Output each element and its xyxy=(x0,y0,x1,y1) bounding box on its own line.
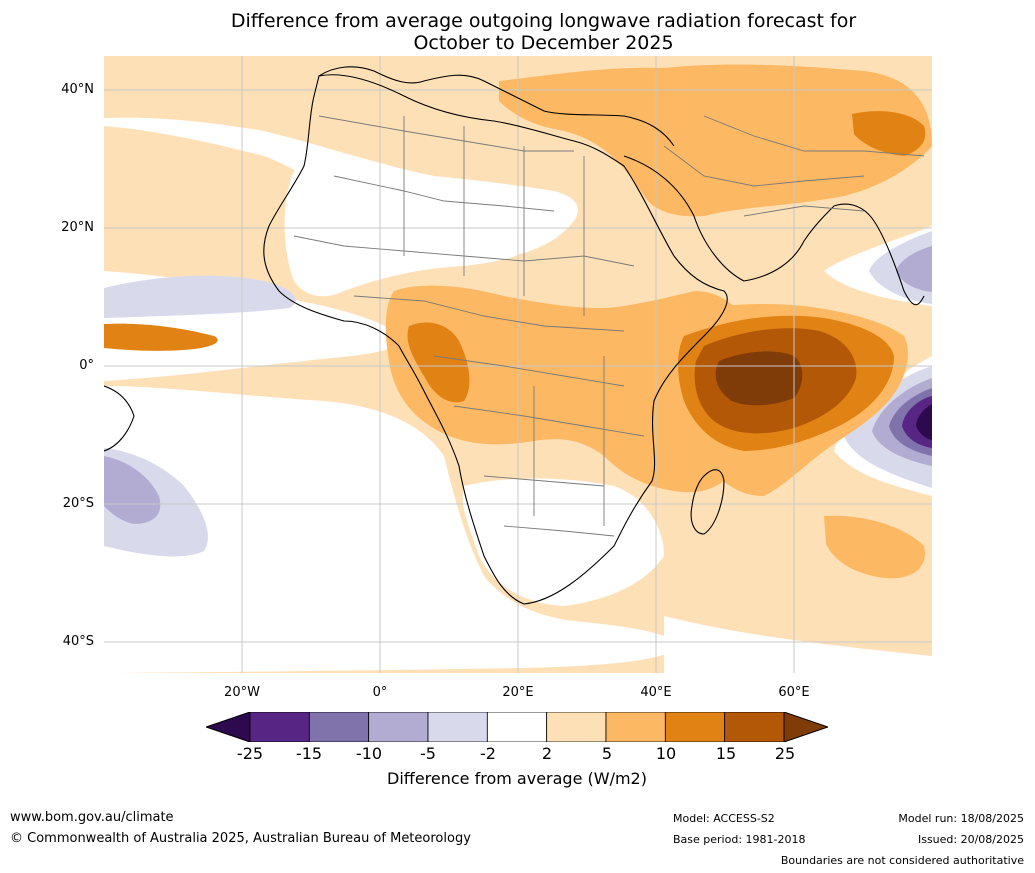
olr-neutral-south-atlantic xyxy=(104,386,684,673)
colorbar-tick: 25 xyxy=(774,744,796,763)
olr-neutral-sahara xyxy=(284,170,544,297)
country-boundaries xyxy=(293,115,925,537)
coastline-arabia xyxy=(623,155,925,306)
coastline-south-america xyxy=(104,385,135,452)
lat-label-40s: 40°S xyxy=(62,634,94,649)
map-svg xyxy=(104,56,932,673)
colorbar-tick: 5 xyxy=(601,744,613,763)
olr-negative-south-atlantic-mid xyxy=(104,456,161,524)
colorbar-segment xyxy=(605,712,666,742)
colorbar-tick: -15 xyxy=(295,744,323,763)
olr-negative-atlantic-band xyxy=(104,275,296,318)
lon-label-40e: 40°E xyxy=(640,685,672,700)
colorbar-segment xyxy=(664,712,726,742)
title-line-2: October to December 2025 xyxy=(413,32,674,54)
olr-positive-west-atlantic xyxy=(104,323,218,351)
colorbar-segment xyxy=(724,712,785,742)
colorbar-tick: 10 xyxy=(655,744,677,763)
coastline-africa xyxy=(263,74,728,605)
colorbar-tick: -10 xyxy=(355,744,383,763)
colorbar-label: Difference from average (W/m2) xyxy=(387,769,647,788)
footer-base-period: Base period: 1981-2018 xyxy=(673,833,806,846)
olr-positive-middle-east-strong xyxy=(852,111,926,156)
olr-negative-indian-ocean-peak xyxy=(916,404,932,440)
footer-model-run: Model run: 18/08/2025 xyxy=(898,812,1024,825)
colorbar-segment xyxy=(368,712,429,742)
footer-issued: Issued: 20/08/2025 xyxy=(917,833,1024,846)
olr-positive-indian-peak xyxy=(715,351,803,406)
colorbar-tick: -5 xyxy=(420,744,436,763)
colorbar-tick: 2 xyxy=(541,744,553,763)
olr-positive-southern-indian xyxy=(824,515,925,579)
lat-label-20n: 20°N xyxy=(61,220,94,235)
graticule xyxy=(104,56,932,673)
lon-label-60e: 60°E xyxy=(778,685,810,700)
olr-positive-central-africa-strong xyxy=(407,322,470,403)
colorbar-extend-low xyxy=(206,712,251,742)
colorbar-tick: 15 xyxy=(715,744,737,763)
map-panel xyxy=(104,56,932,673)
coastlines xyxy=(104,66,925,605)
footer-url[interactable]: www.bom.gov.au/climate xyxy=(10,810,174,825)
footer-copyright: © Commonwealth of Australia 2025, Austra… xyxy=(10,831,471,846)
colorbar-segments xyxy=(206,712,828,742)
lon-label-20e: 20°E xyxy=(502,685,534,700)
lat-label-20s: 20°S xyxy=(62,496,94,511)
colorbar-segment xyxy=(308,712,370,742)
colorbar xyxy=(206,712,828,742)
olr-negative-arabian-sea-mid xyxy=(896,246,932,292)
footer-disclaimer: Boundaries are not considered authoritat… xyxy=(780,854,1024,867)
lat-label-equator: 0° xyxy=(79,358,94,373)
olr-positive-middle-east xyxy=(499,64,932,217)
colorbar-tick: -2 xyxy=(480,744,496,763)
colorbar-segment xyxy=(249,712,310,742)
footer-model: Model: ACCESS-S2 xyxy=(673,812,775,825)
lat-label-40n: 40°N xyxy=(61,82,94,97)
olr-neutral-southern-africa xyxy=(462,478,664,606)
colorbar-segment xyxy=(427,712,488,742)
title-line-1: Difference from average outgoing longwav… xyxy=(230,10,857,32)
lon-label-20w: 20°W xyxy=(224,685,260,700)
coastline-europe xyxy=(318,66,675,147)
colorbar-segment xyxy=(546,712,607,742)
colorbar-segment xyxy=(486,712,548,742)
olr-neutral-far-south xyxy=(664,616,932,673)
map-title: Difference from average outgoing longwav… xyxy=(0,10,1035,54)
colorbar-tick: -25 xyxy=(236,744,264,763)
coastline-madagascar xyxy=(690,469,725,535)
colorbar-extend-high xyxy=(783,712,828,742)
lon-label-0: 0° xyxy=(372,685,388,700)
